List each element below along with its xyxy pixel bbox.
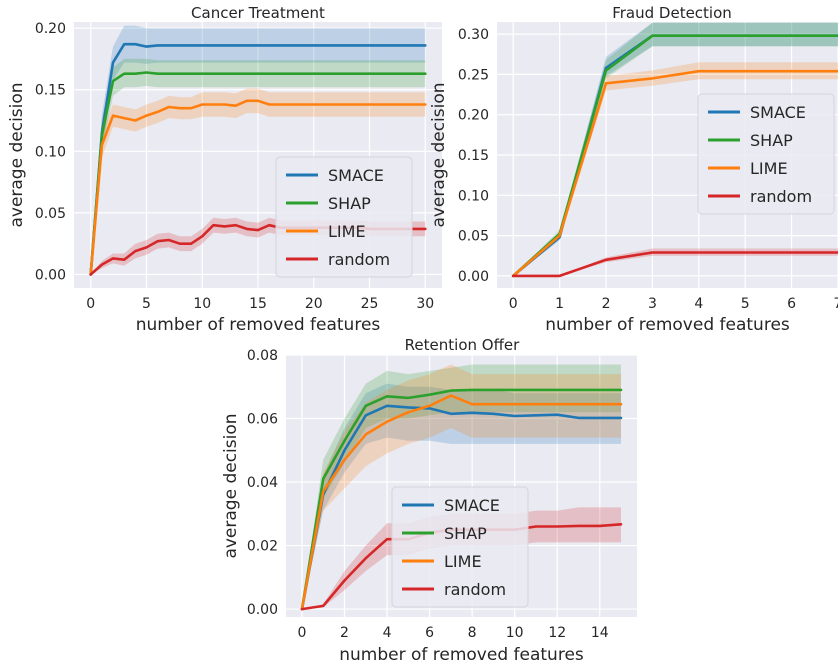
y-tick-label: 0.00	[247, 602, 278, 618]
series-line-lime	[300, 394, 623, 611]
chart-title: Retention Offer	[405, 336, 520, 354]
y-tick-label: 0.08	[247, 348, 278, 364]
series-line-shap	[300, 388, 623, 611]
legend: SMACE SHAP LIME random	[391, 486, 529, 608]
y-tick-label: 0.20	[458, 108, 489, 124]
x-tick-label: 4	[694, 296, 703, 312]
legend-label-lime: LIME	[444, 552, 482, 571]
legend-label-lime: LIME	[328, 222, 366, 241]
legend-label-shap: SHAP	[444, 524, 487, 543]
x-tick-label: 5	[741, 296, 750, 312]
x-tick-label: 2	[602, 296, 611, 312]
x-tick-label: 7	[834, 296, 838, 312]
series-line-shap	[89, 71, 427, 276]
x-tick-label: 25	[361, 296, 379, 312]
y-axis-label: average decision	[221, 413, 241, 558]
legend-label-smace: SMACE	[328, 166, 384, 185]
series-line-lime	[89, 99, 427, 276]
x-tick-label: 12	[548, 625, 566, 641]
y-tick-label: 0.30	[458, 27, 489, 43]
x-tick-label: 20	[305, 296, 323, 312]
x-axis-label: number of removed features	[545, 315, 790, 335]
legend-label-lime: LIME	[750, 159, 788, 178]
y-tick-label: 0.20	[35, 21, 66, 37]
legend-label-random: random	[328, 250, 390, 269]
legend-label-shap: SHAP	[750, 131, 793, 150]
y-axis-label: average decision	[429, 82, 449, 227]
x-tick-label: 10	[506, 625, 524, 641]
legend: SMACE SHAP LIME random	[275, 156, 413, 278]
chart-0: 0 5 10 15 20 25 30 0.00 0.05 0.10 0.15 0.20 Cancer T…	[7, 4, 442, 335]
y-tick-label: 0.15	[35, 83, 66, 99]
y-tick-label: 0.10	[458, 188, 489, 204]
band-random	[302, 507, 621, 610]
band-smace	[513, 22, 838, 276]
y-tick-label: 0.00	[458, 269, 489, 285]
x-tick-label: 30	[416, 296, 434, 312]
legend-box	[391, 486, 529, 608]
x-tick-label: 10	[193, 296, 211, 312]
legend-label-shap: SHAP	[328, 194, 371, 213]
x-tick-label: 6	[425, 625, 434, 641]
y-tick-label: 0.15	[458, 148, 489, 164]
y-tick-label: 0.10	[35, 144, 66, 160]
x-tick-label: 4	[383, 625, 392, 641]
legend: SMACE SHAP LIME random	[697, 93, 835, 215]
x-tick-label: 5	[142, 296, 151, 312]
band-shap	[90, 58, 426, 275]
chart-title: Fraud Detection	[612, 4, 732, 22]
grid	[74, 22, 442, 288]
series-line-random	[511, 251, 838, 278]
y-tick-label: 0.05	[35, 206, 66, 222]
legend-label-random: random	[444, 580, 506, 599]
chart-title: Cancer Treatment	[191, 4, 325, 22]
y-axis-label: average decision	[7, 82, 27, 227]
x-tick-label: 6	[787, 296, 796, 312]
legend-box	[697, 93, 835, 215]
x-tick-label: 14	[591, 625, 609, 641]
legend-box	[275, 156, 413, 278]
series-line-lime	[511, 69, 838, 278]
y-tick-label: 0.04	[247, 475, 278, 491]
chart-1: 0 1 2 3 4 5 6 7 0.00 0.05 0.10 0.15 0.20 0.25 0.30 Frau…	[429, 4, 838, 335]
series-line-smace	[89, 42, 427, 276]
x-tick-label: 1	[555, 296, 564, 312]
band-random	[513, 248, 838, 276]
series-line-smace	[300, 404, 623, 611]
band-smace	[302, 383, 621, 610]
chart-2: 0 2 4 6 8 10 12 14 0.00 0.02 0.04 0.06 0.08 Retention…	[221, 336, 637, 665]
x-tick-label: 0	[297, 625, 306, 641]
legend-label-smace: SMACE	[750, 103, 806, 122]
band-smace	[90, 25, 426, 275]
x-axis-label: number of removed features	[136, 315, 381, 335]
y-tick-label: 0.25	[458, 67, 489, 83]
x-tick-label: 0	[509, 296, 518, 312]
y-tick-label: 0.00	[35, 267, 66, 283]
y-tick-label: 0.02	[247, 539, 278, 555]
y-tick-label: 0.06	[247, 412, 278, 428]
x-tick-label: 8	[468, 625, 477, 641]
x-tick-label: 2	[340, 625, 349, 641]
legend-label-random: random	[750, 187, 812, 206]
x-axis-label: number of removed features	[339, 645, 584, 665]
legend-label-smace: SMACE	[444, 496, 500, 515]
band-lime	[90, 88, 426, 275]
x-tick-label: 0	[86, 296, 95, 312]
x-tick-label: 15	[249, 296, 267, 312]
x-tick-label: 3	[648, 296, 657, 312]
y-tick-label: 0.05	[458, 229, 489, 245]
